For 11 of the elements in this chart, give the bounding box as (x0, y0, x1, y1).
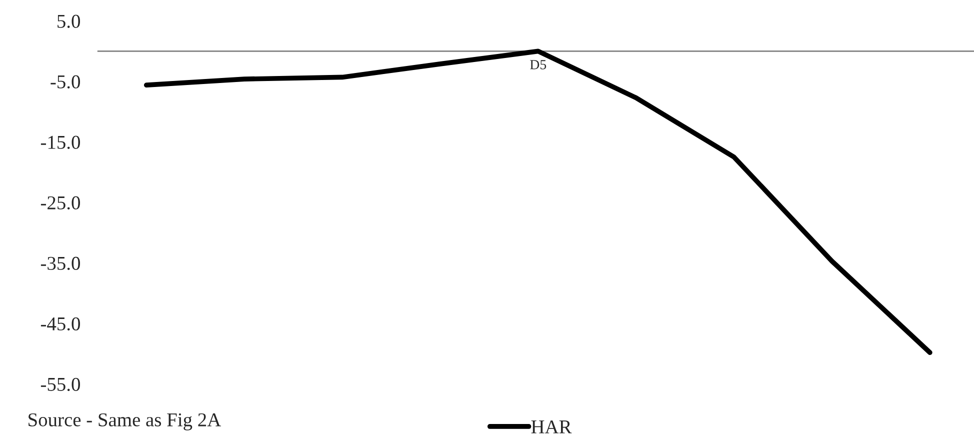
line-series (144, 48, 932, 355)
y-tick-label: -15.0 (40, 136, 80, 149)
y-tick-label: -5.0 (50, 75, 80, 88)
y-tick-label: 5.0 (58, 14, 80, 28)
y-tick-label: -55.0 (40, 378, 80, 392)
y-tick-label: -35.0 (40, 256, 80, 270)
y-tick-label: -25.0 (40, 196, 80, 210)
x-tick-label: D5 (530, 60, 546, 70)
legend-label: HAR (531, 420, 572, 434)
y-tick-label: -45.0 (40, 317, 80, 331)
source-note: Source - Same as Fig 2A (28, 413, 222, 430)
